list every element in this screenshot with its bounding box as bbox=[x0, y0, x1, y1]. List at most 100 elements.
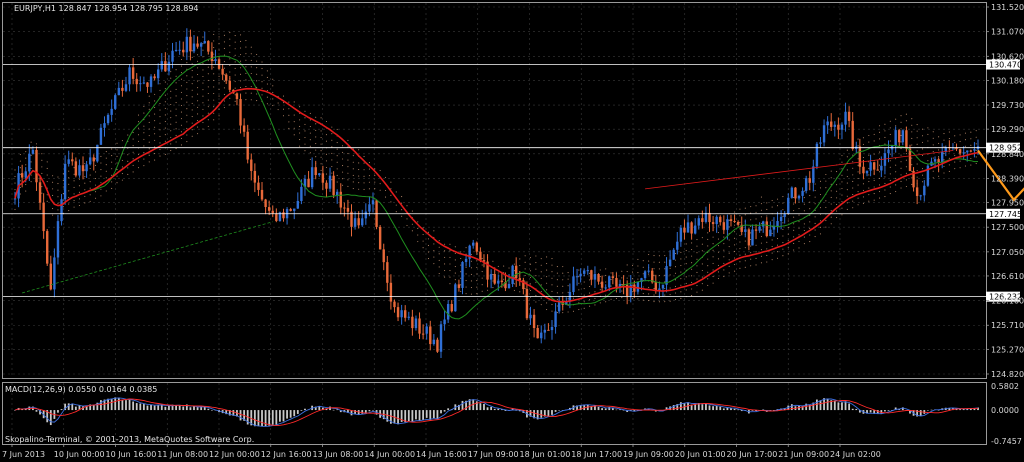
cloud-dot bbox=[556, 298, 558, 300]
cloud-dot bbox=[696, 271, 698, 273]
cloud-dot bbox=[739, 261, 741, 263]
candle-body bbox=[540, 332, 543, 339]
cloud-dot bbox=[293, 121, 295, 123]
candle-body bbox=[547, 329, 550, 331]
macd-bar bbox=[844, 401, 847, 411]
cloud-dot bbox=[932, 170, 934, 172]
candle-body bbox=[20, 173, 24, 178]
y-tick-label: 126.610 bbox=[991, 272, 1024, 281]
cloud-dot bbox=[685, 256, 687, 258]
cloud-dot bbox=[583, 281, 585, 283]
cloud-dot bbox=[164, 81, 166, 83]
cloud-dot bbox=[551, 258, 553, 260]
candle-body bbox=[92, 157, 95, 162]
candle-body bbox=[654, 282, 658, 291]
candle-body bbox=[726, 219, 729, 230]
candle-body bbox=[847, 111, 851, 121]
cloud-dot bbox=[116, 182, 118, 184]
candle-body bbox=[733, 221, 736, 223]
cloud-dot bbox=[422, 240, 424, 242]
cloud-dot bbox=[57, 209, 59, 211]
cloud-dot bbox=[712, 256, 714, 258]
candle-body bbox=[167, 61, 171, 72]
macd-bar bbox=[389, 410, 392, 424]
cloud-dot bbox=[723, 243, 725, 245]
macd-bar bbox=[654, 410, 657, 412]
cloud-dot bbox=[728, 219, 730, 221]
cloud-dot bbox=[841, 201, 843, 203]
candle-body bbox=[192, 43, 196, 52]
y-tick-label: 127.500 bbox=[991, 223, 1024, 232]
cloud-dot bbox=[868, 154, 870, 156]
cloud-dot bbox=[728, 252, 730, 254]
cloud-dot bbox=[857, 177, 859, 180]
cloud-dot bbox=[605, 274, 607, 277]
cloud-dot bbox=[52, 214, 54, 216]
cloud-dot bbox=[89, 187, 91, 189]
macd-bar bbox=[869, 410, 872, 413]
cloud-dot bbox=[465, 273, 467, 275]
cloud-dot bbox=[610, 298, 612, 300]
macd-bar bbox=[207, 408, 210, 411]
cloud-dot bbox=[342, 151, 344, 153]
cloud-dot bbox=[631, 291, 634, 293]
cloud-dot bbox=[868, 194, 870, 196]
cloud-dot bbox=[363, 175, 365, 177]
cloud-dot bbox=[819, 207, 822, 209]
cloud-dot bbox=[137, 127, 140, 129]
cloud-dot bbox=[776, 198, 779, 200]
cloud-dot bbox=[186, 101, 188, 103]
cloud-dot bbox=[73, 200, 75, 202]
cloud-dot bbox=[927, 127, 929, 129]
macd-bar bbox=[96, 402, 99, 411]
cloud-dot bbox=[223, 80, 225, 82]
candle-body bbox=[81, 165, 85, 172]
cloud-dot bbox=[836, 210, 838, 212]
cloud-dot bbox=[680, 291, 682, 293]
cloud-dot bbox=[895, 190, 897, 193]
macd-bar bbox=[483, 403, 485, 411]
cloud-dot bbox=[626, 264, 628, 266]
cloud-dot bbox=[197, 133, 199, 135]
cloud-dot bbox=[320, 150, 322, 152]
cloud-dot bbox=[234, 74, 236, 76]
macd-bar bbox=[411, 410, 414, 422]
cloud-dot bbox=[889, 133, 891, 135]
candle-body bbox=[182, 49, 185, 53]
candle-body bbox=[446, 304, 450, 320]
cloud-dot bbox=[395, 191, 397, 193]
cloud-dot bbox=[433, 263, 435, 265]
cloud-dot bbox=[454, 259, 456, 261]
cloud-dot bbox=[954, 154, 956, 157]
cloud-dot bbox=[154, 139, 156, 141]
cloud-dot bbox=[932, 164, 934, 166]
cloud-dot bbox=[143, 145, 145, 147]
cloud-dot bbox=[223, 54, 225, 56]
cloud-dot bbox=[529, 283, 532, 285]
candle-body bbox=[131, 67, 135, 79]
cloud-dot bbox=[852, 154, 854, 156]
cloud-dot bbox=[197, 87, 199, 89]
cloud-dot bbox=[556, 285, 558, 287]
cloud-dot bbox=[701, 250, 703, 252]
x-tick-label: 10 Jun 16:00 bbox=[106, 450, 157, 459]
cloud-dot bbox=[465, 247, 467, 249]
cloud-dot bbox=[213, 79, 215, 81]
cloud-dot bbox=[578, 269, 580, 271]
cloud-dot bbox=[191, 135, 193, 137]
cloud-dot bbox=[750, 238, 752, 241]
cloud-dot bbox=[642, 299, 644, 301]
cloud-dot bbox=[137, 134, 140, 136]
cloud-dot bbox=[739, 221, 741, 223]
macd-bar bbox=[282, 410, 285, 422]
cloud-dot bbox=[809, 208, 811, 210]
cloud-dot bbox=[132, 171, 134, 173]
cloud-dot bbox=[868, 200, 870, 202]
cloud-dot bbox=[524, 274, 526, 277]
candle-body bbox=[962, 152, 965, 154]
candle-body bbox=[536, 327, 539, 339]
cloud-dot bbox=[964, 132, 967, 134]
cloud-dot bbox=[358, 188, 360, 190]
